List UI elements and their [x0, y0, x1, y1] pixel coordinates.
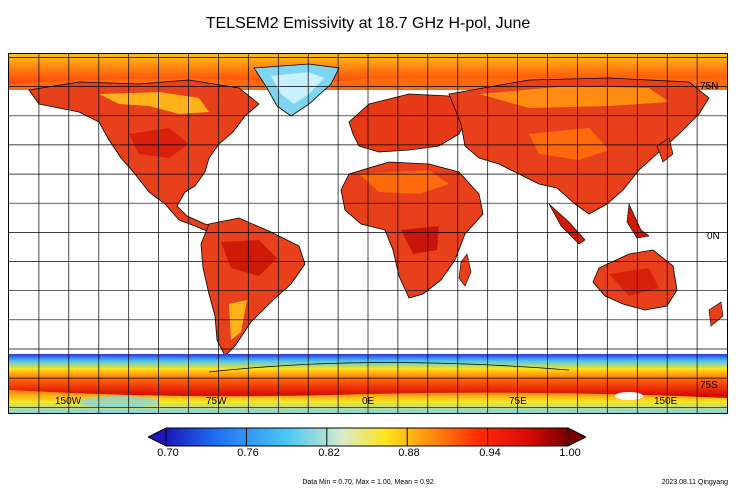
lat-label-0n: 0N	[707, 231, 720, 242]
colorbar-ticks	[245, 428, 489, 446]
map-canvas	[9, 54, 727, 413]
lon-label-150e: 150E	[654, 396, 678, 407]
graticule	[9, 54, 727, 413]
lat-label-75s: 75S	[700, 380, 718, 391]
colorbar-tick-label: 0.82	[318, 447, 340, 459]
europe	[348, 93, 470, 153]
lon-label-75w: 75W	[206, 396, 227, 407]
colorbar-gradient	[165, 427, 569, 447]
colorbar-min-arrow	[148, 427, 167, 447]
map-title: TELSEM2 Emissivity at 18.7 GHz H-pol, Ju…	[205, 15, 531, 32]
north-america	[28, 79, 260, 233]
colorbar-max-arrow	[567, 427, 586, 447]
lon-label-150w: 150W	[55, 396, 82, 407]
madagascar	[458, 253, 472, 287]
colorbar-tick-label: 0.70	[157, 447, 179, 459]
colorbar-tick-label: 0.94	[479, 447, 501, 459]
lon-label-0e: 0E	[362, 396, 375, 407]
lon-label-75e: 75E	[509, 396, 527, 407]
colorbar-tick-label: 0.76	[237, 447, 259, 459]
lat-label-75n: 75N	[700, 81, 719, 92]
southeast-asia	[548, 203, 586, 245]
emissivity-map: 75N 0N 75S 150W 75W 0E 75E 150E	[8, 53, 728, 414]
japan	[656, 137, 674, 163]
data-stats: Data Min = 0.70, Max = 1.00, Mean = 0.92	[302, 479, 434, 486]
credit-text: 2023.08.11 Qingyang	[661, 479, 728, 486]
colorbar	[148, 427, 586, 447]
colorbar-tick-label: 0.88	[398, 447, 420, 459]
colorbar-tick-label: 1.00	[559, 447, 581, 459]
